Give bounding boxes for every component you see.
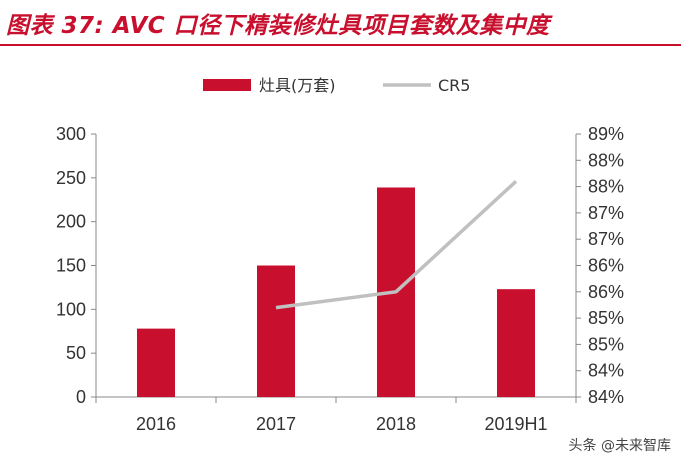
x-tick-label: 2019H1 xyxy=(484,414,547,434)
left-tick-label: 250 xyxy=(56,168,86,188)
left-tick-label: 300 xyxy=(56,124,86,144)
right-tick-label: 85% xyxy=(588,334,624,354)
bar-2019H1 xyxy=(497,289,535,397)
page-title: 图表 37: AVC 口径下精装修灶具项目套数及集中度 xyxy=(6,13,550,39)
right-tick-label: 88% xyxy=(588,150,624,170)
left-tick-label: 150 xyxy=(56,256,86,276)
left-tick-label: 200 xyxy=(56,212,86,232)
legend: 灶具(万套) CR5 xyxy=(203,76,470,95)
watermark: 头条 @未来智库 xyxy=(568,438,671,454)
left-tick-label: 100 xyxy=(56,299,86,319)
left-tick-label: 0 xyxy=(76,387,86,407)
x-tick-label: 2018 xyxy=(376,414,416,434)
right-tick-label: 84% xyxy=(588,361,624,381)
legend-line-label: CR5 xyxy=(438,76,470,95)
right-tick-label: 87% xyxy=(588,229,624,249)
title-bar: 图表 37: AVC 口径下精装修灶具项目套数及集中度 xyxy=(0,0,681,46)
bar-2016 xyxy=(137,328,175,397)
x-tick-label: 2016 xyxy=(136,414,176,434)
legend-bar-swatch xyxy=(203,79,251,91)
right-tick-label: 87% xyxy=(588,203,624,223)
title-underline xyxy=(0,44,681,46)
cr5-line xyxy=(275,180,518,310)
left-tick-label: 50 xyxy=(66,343,86,363)
right-tick-label: 88% xyxy=(588,177,624,197)
x-tick-label: 2017 xyxy=(256,414,296,434)
axes: 0 50 100 150 200 250 300 84% 84% 85% 85% 86% 86% 87% 8… xyxy=(56,124,624,434)
right-tick-label: 85% xyxy=(588,308,624,328)
right-tick-label: 84% xyxy=(588,387,624,407)
right-tick-label: 86% xyxy=(588,282,624,302)
legend-bar-label: 灶具(万套) xyxy=(259,76,336,95)
right-tick-label: 86% xyxy=(588,256,624,276)
right-tick-label: 89% xyxy=(588,124,624,144)
line-series xyxy=(275,180,518,310)
bar-2017 xyxy=(257,265,295,397)
